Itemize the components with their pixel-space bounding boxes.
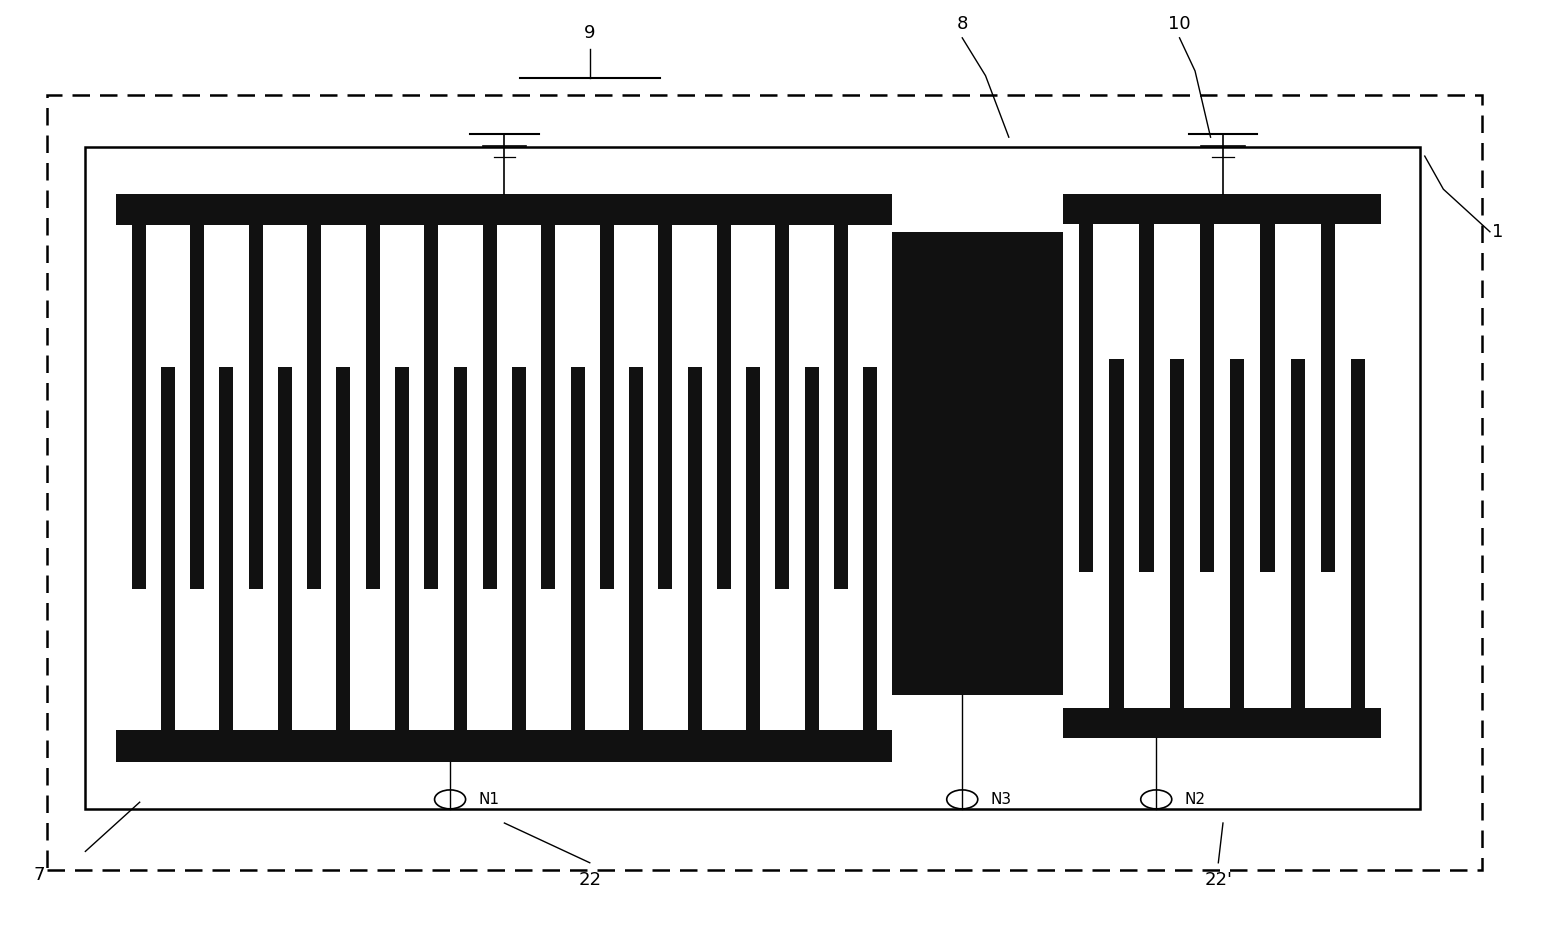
Bar (1321, 224, 1335, 572)
Text: N1: N1 (478, 792, 500, 807)
Bar (833, 225, 847, 588)
Bar (116, 194, 892, 225)
Bar (1063, 708, 1381, 738)
Bar (1139, 224, 1153, 572)
Bar (1170, 359, 1184, 708)
Bar (396, 367, 410, 730)
Text: 22: 22 (579, 870, 601, 889)
Text: 9: 9 (584, 24, 596, 43)
Bar (571, 367, 585, 730)
Bar (337, 367, 351, 730)
Bar (804, 367, 818, 730)
Bar (453, 367, 467, 730)
Bar (132, 225, 146, 588)
Bar (116, 730, 892, 762)
Text: N3: N3 (990, 792, 1012, 807)
Bar (629, 367, 643, 730)
Bar (219, 367, 233, 730)
Bar (366, 225, 380, 588)
Text: 10: 10 (1169, 14, 1190, 33)
Bar (47, 95, 1482, 870)
Bar (1079, 224, 1093, 572)
Text: 7: 7 (33, 866, 45, 885)
Bar (1260, 224, 1274, 572)
Bar (1063, 194, 1381, 224)
Bar (542, 225, 556, 588)
Text: 22': 22' (1204, 870, 1232, 889)
Bar (599, 225, 613, 588)
Bar (1110, 359, 1124, 708)
Bar (1231, 359, 1245, 708)
Bar (512, 367, 526, 730)
Bar (892, 232, 1063, 695)
Bar (248, 225, 262, 588)
Bar (85, 147, 1420, 809)
Bar (1352, 359, 1366, 708)
Bar (1291, 359, 1305, 708)
Bar (776, 225, 790, 588)
Bar (717, 225, 731, 588)
Bar (1200, 224, 1214, 572)
Bar (307, 225, 321, 588)
Bar (161, 367, 175, 730)
Bar (483, 225, 497, 588)
Bar (658, 225, 672, 588)
Bar (863, 367, 877, 730)
Text: N2: N2 (1184, 792, 1206, 807)
Bar (424, 225, 438, 588)
Bar (688, 367, 702, 730)
Bar (191, 225, 205, 588)
Bar (278, 367, 292, 730)
Bar (747, 367, 760, 730)
Text: 8: 8 (956, 14, 968, 33)
Text: 1: 1 (1491, 222, 1504, 241)
